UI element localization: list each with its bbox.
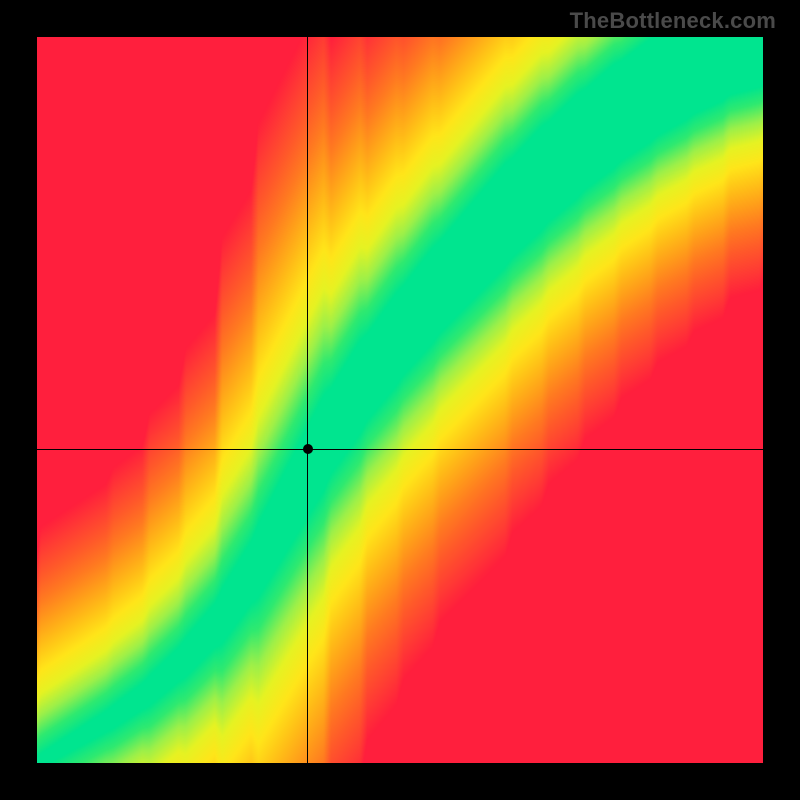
- selection-marker-dot: [303, 444, 313, 454]
- crosshair-horizontal: [37, 449, 763, 450]
- heatmap-plot-area: [37, 37, 763, 763]
- chart-container: TheBottleneck.com: [0, 0, 800, 800]
- bottleneck-heatmap: [37, 37, 763, 763]
- watermark-text: TheBottleneck.com: [570, 8, 776, 34]
- crosshair-vertical: [307, 37, 308, 763]
